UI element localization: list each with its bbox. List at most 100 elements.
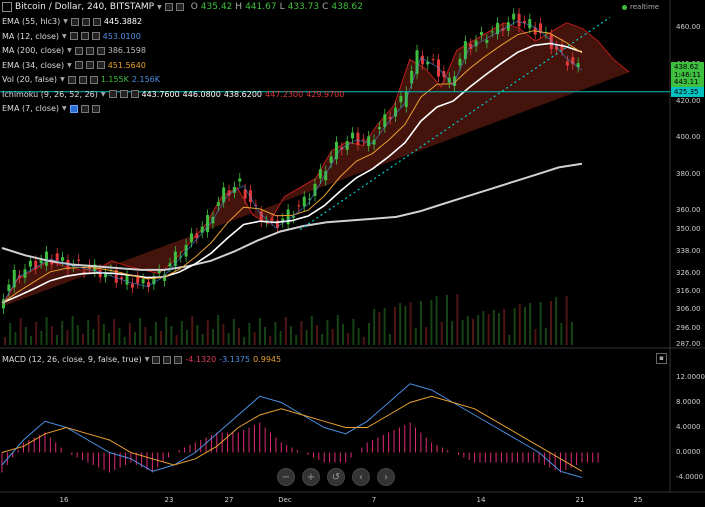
settings-icon[interactable] bbox=[69, 104, 78, 113]
candle-body bbox=[297, 205, 301, 207]
indicator-row[interactable]: EMA (55, hlc3) ▼ 445.3882 bbox=[2, 15, 142, 28]
chevron-down-icon[interactable]: ▼ bbox=[157, 3, 162, 11]
candle-body bbox=[410, 71, 414, 84]
candle-body bbox=[114, 269, 118, 283]
close-icon[interactable] bbox=[89, 75, 98, 84]
candle-body bbox=[351, 132, 355, 139]
chevron-down-icon[interactable]: ▼ bbox=[67, 61, 72, 69]
chevron-down-icon[interactable]: ▼ bbox=[62, 105, 67, 112]
volume-bar bbox=[524, 307, 526, 345]
chart-title[interactable]: Bitcoin / Dollar, 240, BITSTAMP bbox=[15, 2, 155, 12]
indicator-label[interactable]: Ichimoku (9, 26, 52, 26) bbox=[2, 89, 98, 99]
candle-body bbox=[275, 220, 279, 228]
close-icon[interactable] bbox=[96, 46, 105, 55]
volume-bar bbox=[76, 325, 79, 345]
reset-icon[interactable]: ↺ bbox=[327, 468, 345, 486]
zoom-out-icon[interactable]: − bbox=[277, 468, 295, 486]
close-icon[interactable] bbox=[130, 90, 139, 98]
indicator-row[interactable]: Vol (20, false) ▼ 1.155K 2.156K bbox=[2, 73, 160, 86]
indicator-label[interactable]: EMA (34, close) bbox=[2, 60, 65, 70]
zoom-in-icon[interactable]: + bbox=[302, 468, 320, 486]
chevron-down-icon[interactable]: ▼ bbox=[67, 47, 72, 54]
hide-icon[interactable] bbox=[85, 46, 94, 55]
hide-icon[interactable] bbox=[163, 355, 172, 364]
hide-icon[interactable] bbox=[85, 61, 94, 69]
volume-bar bbox=[128, 323, 131, 345]
indicator-row[interactable]: MA (200, close) ▼ 386.1598 bbox=[2, 44, 146, 57]
chevron-down-icon[interactable]: ▼ bbox=[62, 32, 67, 40]
volume-bar bbox=[300, 321, 303, 345]
close-icon[interactable] bbox=[96, 61, 105, 69]
indicator-label[interactable]: Vol (20, false) bbox=[2, 75, 58, 84]
chevron-down-icon[interactable]: ▼ bbox=[60, 76, 65, 83]
scroll-right-icon[interactable]: › bbox=[377, 468, 395, 486]
macd-label[interactable]: MACD (12, 26, close, 9, false, true) bbox=[2, 355, 142, 364]
indicator-label[interactable]: EMA (55, hlc3) bbox=[2, 17, 61, 26]
candle-body bbox=[227, 190, 231, 196]
pane-maximize-icon[interactable]: ▪ bbox=[656, 353, 667, 364]
volume-bar bbox=[430, 300, 433, 345]
chevron-down-icon[interactable]: ▼ bbox=[144, 356, 150, 363]
candle-body bbox=[420, 55, 424, 65]
settings-icon[interactable] bbox=[69, 32, 78, 40]
chart-header: Bitcoin / Dollar, 240, BITSTAMP ▼ O 435.… bbox=[2, 2, 363, 12]
scroll-left-icon[interactable]: ‹ bbox=[352, 468, 370, 486]
ohlc-l-value: 433.73 bbox=[287, 2, 320, 12]
settings-icon[interactable] bbox=[164, 3, 173, 11]
indicator-row[interactable]: EMA (7, close) ▼ bbox=[2, 102, 100, 115]
price-tick-label: 380.00 bbox=[676, 169, 701, 178]
settings-icon[interactable] bbox=[74, 61, 83, 69]
candle-body bbox=[259, 211, 263, 222]
candle-body bbox=[576, 63, 580, 68]
settings-icon[interactable] bbox=[70, 17, 79, 26]
close-icon[interactable] bbox=[92, 17, 101, 26]
settings-icon[interactable] bbox=[67, 75, 76, 84]
price-tag: 425.35 bbox=[671, 86, 704, 97]
date-tick-label: 23 bbox=[164, 496, 174, 504]
hide-icon[interactable] bbox=[175, 3, 184, 11]
settings-icon[interactable] bbox=[108, 90, 117, 98]
price-tag: 1:46:11 bbox=[671, 70, 704, 81]
settings-icon[interactable] bbox=[152, 355, 161, 364]
volume-bar bbox=[264, 327, 266, 345]
chevron-down-icon[interactable]: ▼ bbox=[100, 90, 106, 98]
indicator-value: 447.2300 bbox=[265, 89, 304, 99]
volume-bar bbox=[420, 301, 422, 345]
volume-bar bbox=[560, 323, 563, 345]
volume-bar bbox=[149, 336, 152, 345]
indicator-row[interactable]: MA (12, close) ▼ 453.0100 bbox=[2, 30, 141, 43]
price-tick-label: 296.00 bbox=[676, 323, 701, 332]
close-icon[interactable] bbox=[91, 104, 100, 113]
hide-icon[interactable] bbox=[80, 32, 89, 40]
macd-legend[interactable]: MACD (12, 26, close, 9, false, true) ▼ -… bbox=[2, 353, 281, 366]
indicator-value: 1.155K bbox=[100, 75, 129, 84]
hide-icon[interactable] bbox=[78, 75, 87, 84]
volume-bar bbox=[97, 315, 100, 345]
indicator-label[interactable]: MA (12, close) bbox=[2, 31, 60, 41]
candle-body bbox=[152, 278, 156, 285]
indicator-row[interactable]: Ichimoku (9, 26, 52, 26) ▼ 443.7600 446.080… bbox=[2, 88, 344, 101]
settings-icon[interactable] bbox=[74, 46, 83, 55]
candle-body bbox=[383, 114, 387, 128]
realtime-indicator: realtime bbox=[622, 3, 659, 11]
signal-line bbox=[1, 395, 583, 472]
hide-icon[interactable] bbox=[81, 17, 90, 26]
candle-body bbox=[367, 136, 371, 147]
candle-body bbox=[399, 96, 403, 103]
candle-body bbox=[334, 141, 338, 160]
close-icon[interactable] bbox=[91, 32, 100, 40]
indicator-label[interactable]: EMA (7, close) bbox=[2, 104, 59, 113]
ma200-line bbox=[1, 162, 583, 271]
volume-bar bbox=[102, 324, 105, 345]
chevron-down-icon[interactable]: ▼ bbox=[63, 18, 68, 25]
hide-icon[interactable] bbox=[80, 104, 89, 113]
symbol-icon[interactable] bbox=[2, 2, 12, 12]
indicator-row[interactable]: EMA (34, close) ▼ 451.5640 bbox=[2, 59, 146, 72]
candle-body bbox=[168, 263, 172, 267]
indicator-label[interactable]: MA (200, close) bbox=[2, 46, 65, 55]
close-icon[interactable] bbox=[174, 355, 183, 364]
candle-body bbox=[490, 31, 494, 33]
volume-bar bbox=[45, 317, 48, 345]
hide-icon[interactable] bbox=[119, 90, 128, 98]
